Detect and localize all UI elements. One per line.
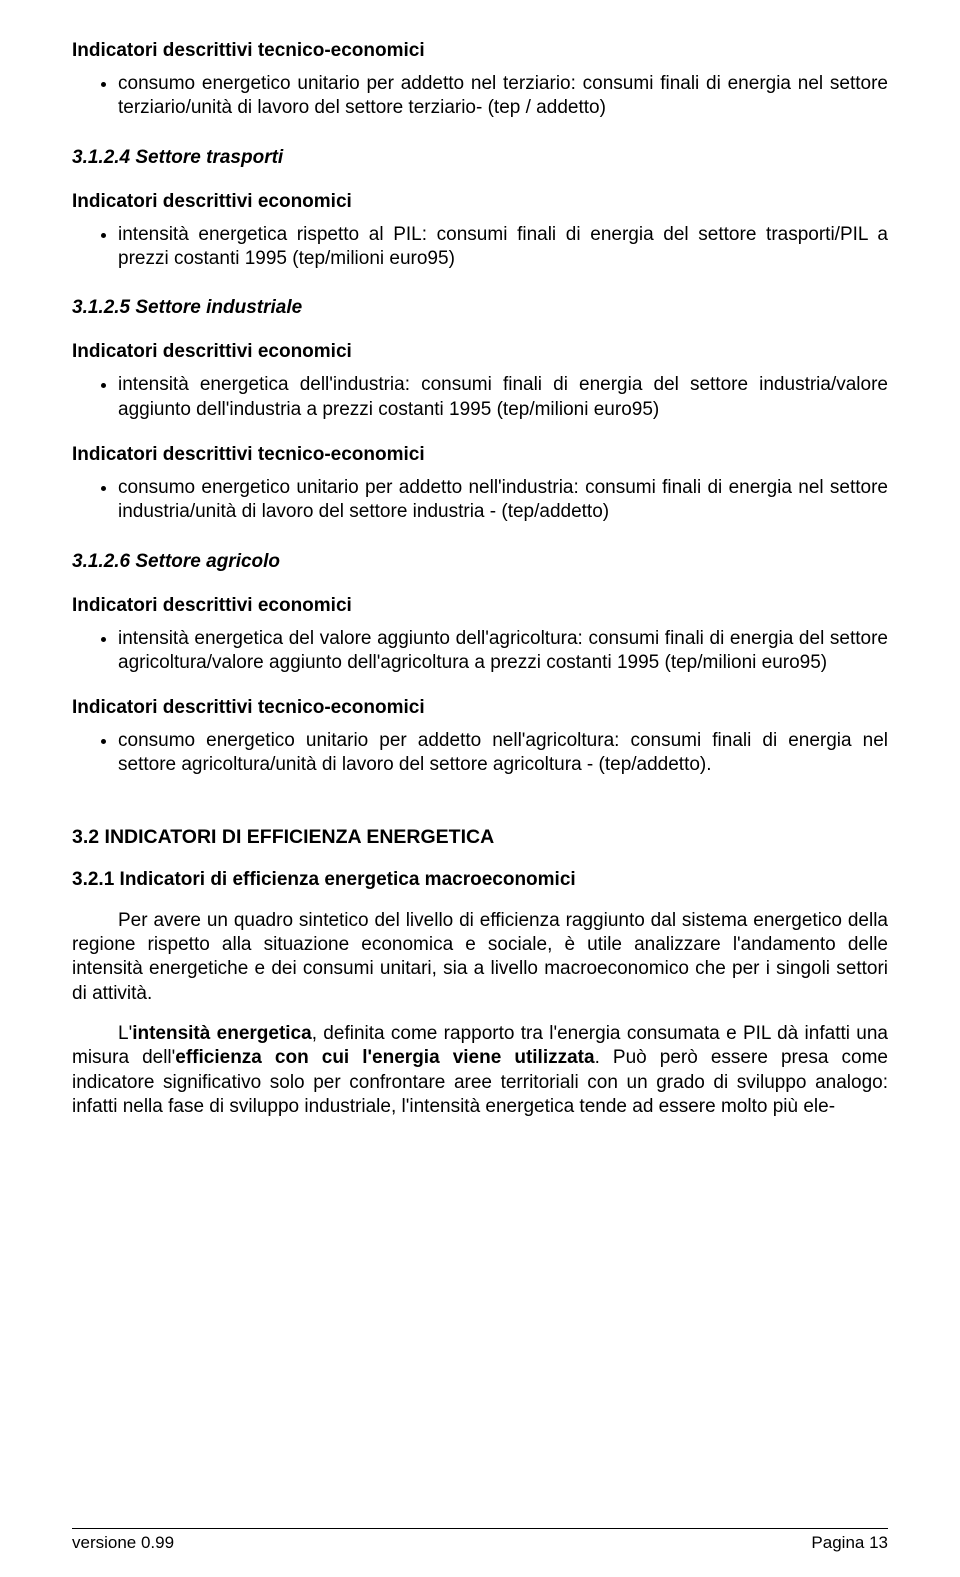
list-item: consumo energetico unitario per addetto … [118, 729, 888, 778]
list-item: consumo energetico unitario per addetto … [118, 476, 888, 525]
heading-3126: 3.1.2.6 Settore agricolo [72, 551, 888, 573]
paragraph-321-1: Per avere un quadro sintetico del livell… [72, 909, 888, 1006]
heading-3124: 3.1.2.4 Settore trasporti [72, 147, 888, 169]
footer-page-number: Pagina 13 [811, 1533, 888, 1553]
subheading-3125-econ: Indicatori descrittivi economici [72, 341, 888, 363]
subheading-3125-tec: Indicatori descrittivi tecnico-economici [72, 444, 888, 466]
heading-3125: 3.1.2.5 Settore industriale [72, 297, 888, 319]
list-3126-econ: intensità energetica del valore aggiunto… [90, 627, 888, 676]
list-item: intensità energetica del valore aggiunto… [118, 627, 888, 676]
subheading-3126-econ: Indicatori descrittivi economici [72, 595, 888, 617]
list-3126-tec: consumo energetico unitario per addetto … [90, 729, 888, 778]
footer-version: versione 0.99 [72, 1533, 174, 1553]
list-3125-econ: intensità energetica dell'industria: con… [90, 373, 888, 422]
subheading-3124-econ: Indicatori descrittivi economici [72, 191, 888, 213]
heading-321: 3.2.1 Indicatori di efficienza energetic… [72, 869, 888, 891]
list-item: intensità energetica dell'industria: con… [118, 373, 888, 422]
para2-bold2: efficienza con cui l'energia viene utili… [175, 1047, 594, 1068]
list-3124: intensità energetica rispetto al PIL: co… [90, 223, 888, 272]
list-item: consumo energetico unitario per addetto … [118, 72, 888, 121]
document-page: Indicatori descrittivi tecnico-economici… [0, 0, 960, 1577]
subheading-3126-tec: Indicatori descrittivi tecnico-economici [72, 697, 888, 719]
heading-32: 3.2 INDICATORI DI EFFICIENZA ENERGETICA [72, 826, 888, 849]
list-item: intensità energetica rispetto al PIL: co… [118, 223, 888, 272]
page-footer: versione 0.99 Pagina 13 [72, 1528, 888, 1553]
paragraph-321-2: L'intensità energetica, definita come ra… [72, 1022, 888, 1119]
heading-tecnico-economici: Indicatori descrittivi tecnico-economici [72, 40, 888, 62]
para2-pre: L' [118, 1023, 132, 1044]
list-3125-tec: consumo energetico unitario per addetto … [90, 476, 888, 525]
list-section1: consumo energetico unitario per addetto … [90, 72, 888, 121]
para2-bold1: intensità energetica [132, 1023, 312, 1044]
